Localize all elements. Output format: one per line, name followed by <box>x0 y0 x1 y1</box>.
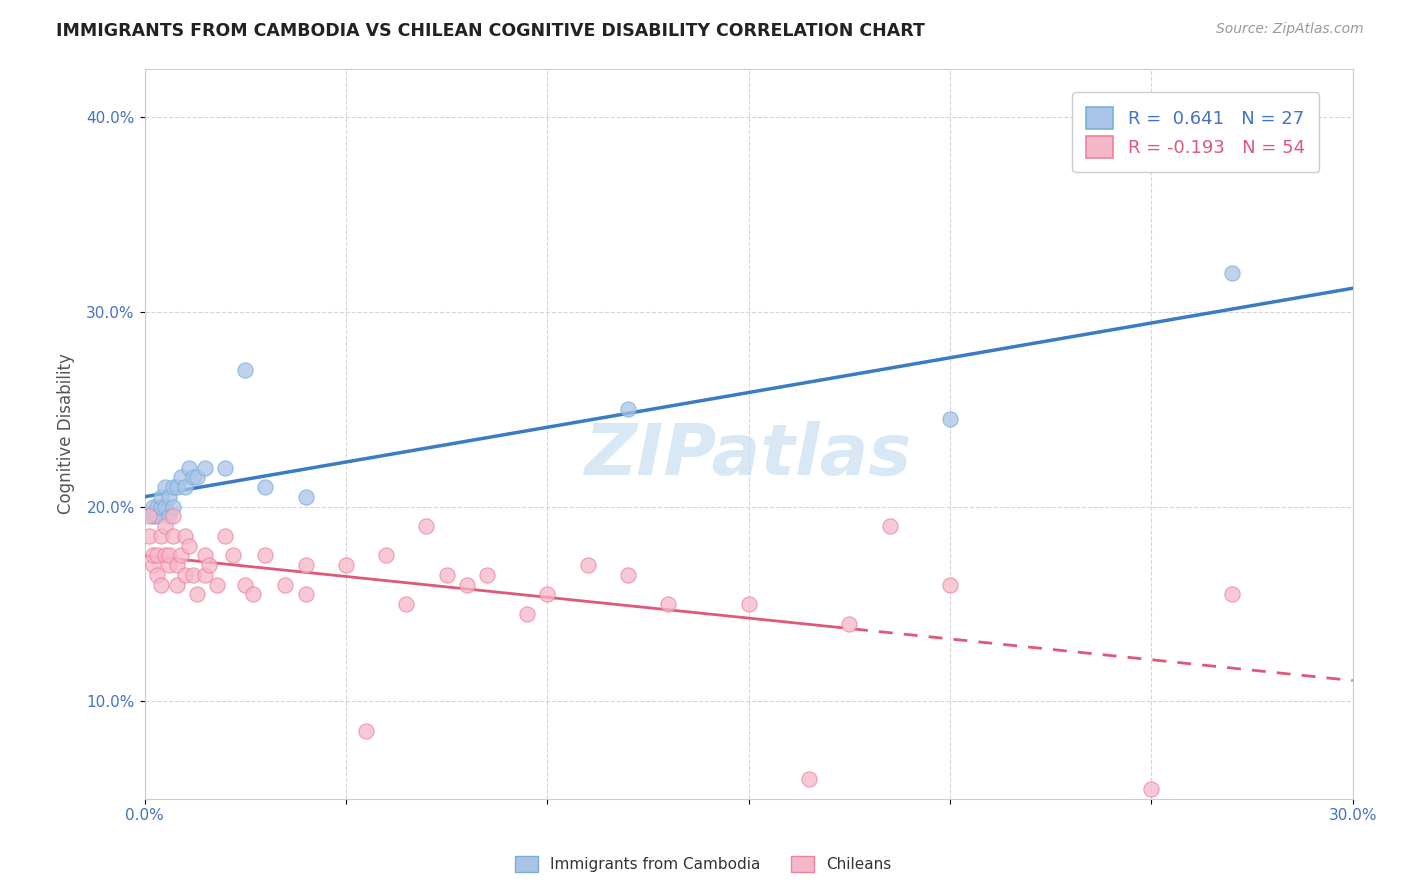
Point <box>939 412 962 426</box>
Point <box>142 500 165 514</box>
Point <box>233 363 256 377</box>
Point <box>162 500 184 514</box>
Point <box>138 529 160 543</box>
Point <box>145 549 167 563</box>
Point <box>153 519 176 533</box>
Text: Source: ZipAtlas.com: Source: ZipAtlas.com <box>1216 22 1364 37</box>
Point <box>157 509 180 524</box>
Point <box>475 567 498 582</box>
Point <box>181 470 204 484</box>
Point <box>205 577 228 591</box>
Legend: Immigrants from Cambodia, Chileans: Immigrants from Cambodia, Chileans <box>508 848 898 880</box>
Point <box>617 402 640 417</box>
Point <box>242 587 264 601</box>
Point <box>173 529 195 543</box>
Point <box>157 558 180 572</box>
Point <box>415 519 437 533</box>
Point <box>198 558 221 572</box>
Point <box>142 558 165 572</box>
Point <box>737 597 759 611</box>
Point <box>142 549 165 563</box>
Point <box>145 567 167 582</box>
Point <box>162 480 184 494</box>
Point <box>162 509 184 524</box>
Point <box>214 460 236 475</box>
Point <box>177 539 200 553</box>
Point <box>181 567 204 582</box>
Legend: R =  0.641   N = 27, R = -0.193   N = 54: R = 0.641 N = 27, R = -0.193 N = 54 <box>1071 92 1319 172</box>
Point <box>157 549 180 563</box>
Point <box>375 549 398 563</box>
Point <box>617 567 640 582</box>
Point <box>194 549 217 563</box>
Point <box>294 587 316 601</box>
Text: ZIPatlas: ZIPatlas <box>585 421 912 490</box>
Point <box>214 529 236 543</box>
Point <box>170 470 193 484</box>
Point <box>254 549 277 563</box>
Point <box>354 723 377 738</box>
Point <box>194 567 217 582</box>
Point <box>294 490 316 504</box>
Point <box>294 558 316 572</box>
Point <box>138 509 160 524</box>
Point <box>939 577 962 591</box>
Point <box>153 500 176 514</box>
Point <box>838 616 860 631</box>
Point <box>177 460 200 475</box>
Point <box>879 519 901 533</box>
Y-axis label: Cognitive Disability: Cognitive Disability <box>58 353 75 514</box>
Point <box>395 597 418 611</box>
Point <box>797 772 820 787</box>
Point <box>166 558 188 572</box>
Point <box>274 577 297 591</box>
Point <box>149 500 172 514</box>
Point <box>436 567 458 582</box>
Point <box>1220 266 1243 280</box>
Point <box>233 577 256 591</box>
Point <box>145 509 167 524</box>
Point <box>576 558 599 572</box>
Point <box>516 607 538 621</box>
Point <box>149 577 172 591</box>
Point <box>186 470 208 484</box>
Point <box>149 490 172 504</box>
Point <box>142 509 165 524</box>
Point <box>536 587 558 601</box>
Point <box>194 460 217 475</box>
Point <box>145 500 167 514</box>
Point <box>157 490 180 504</box>
Point <box>222 549 245 563</box>
Point <box>456 577 478 591</box>
Point <box>335 558 357 572</box>
Point <box>173 567 195 582</box>
Point <box>186 587 208 601</box>
Point <box>166 480 188 494</box>
Point <box>138 508 160 522</box>
Point <box>254 480 277 494</box>
Point <box>170 549 193 563</box>
Point <box>166 577 188 591</box>
Point <box>657 597 679 611</box>
Point <box>153 549 176 563</box>
Point <box>1220 587 1243 601</box>
Point <box>149 529 172 543</box>
Point <box>162 529 184 543</box>
Point <box>173 480 195 494</box>
Point <box>1140 782 1163 797</box>
Text: IMMIGRANTS FROM CAMBODIA VS CHILEAN COGNITIVE DISABILITY CORRELATION CHART: IMMIGRANTS FROM CAMBODIA VS CHILEAN COGN… <box>56 22 925 40</box>
Point <box>153 480 176 494</box>
